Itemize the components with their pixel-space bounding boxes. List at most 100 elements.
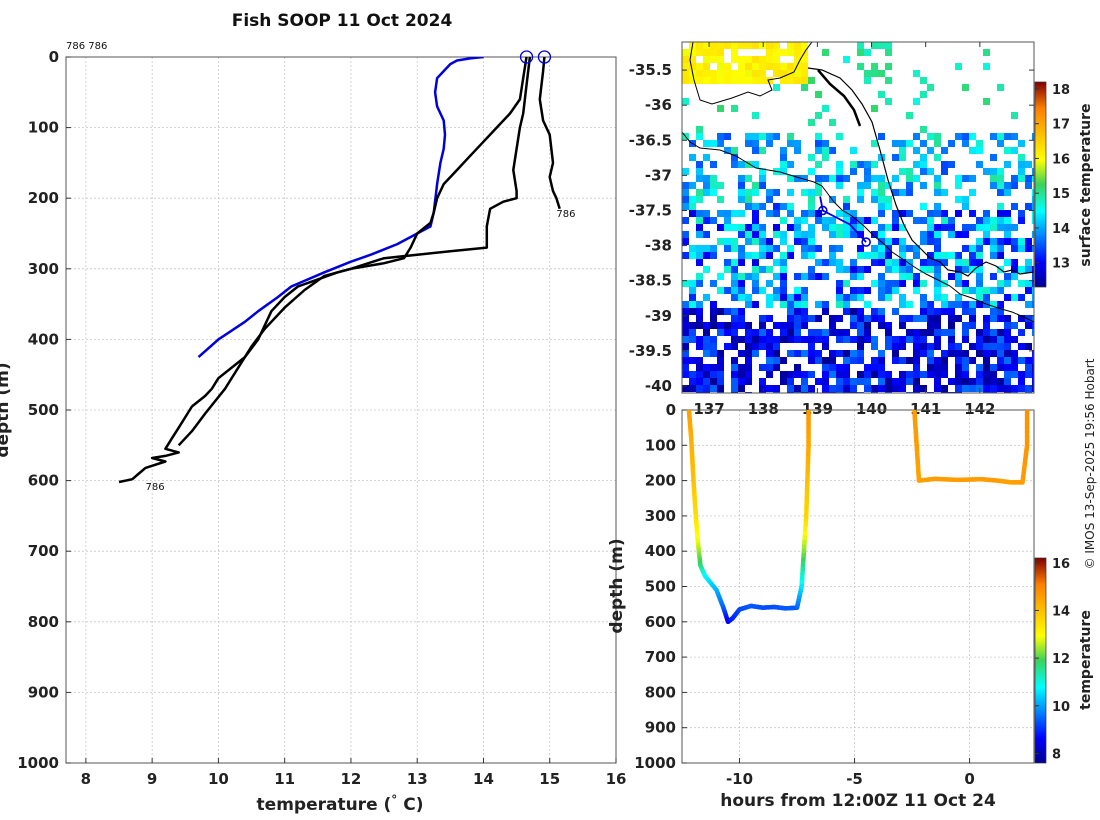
- sst-cell: [976, 161, 983, 168]
- temperature-profile-panel: 8 9 10 11 12 13 14 15 16 0 100 200 300 400 500 600 700 8…: [0, 41, 626, 815]
- map-y-tick-label: -35.5: [629, 61, 672, 79]
- sst-cell: [745, 56, 752, 63]
- sst-cell: [773, 343, 780, 350]
- sst-cell: [927, 357, 934, 364]
- sst-cell: [878, 224, 885, 231]
- map-x-tick-label: 142: [964, 400, 995, 418]
- sst-cell: [885, 98, 892, 105]
- sst-cell: [1018, 245, 1025, 252]
- sst-cell: [780, 259, 787, 266]
- sst-cell: [1032, 322, 1034, 329]
- sst-cell: [766, 357, 773, 364]
- sst-cell: [941, 301, 948, 308]
- sst-cell: [892, 350, 899, 357]
- sst-cell: [899, 154, 906, 161]
- sst-cell: [920, 168, 927, 175]
- sst-cell: [731, 154, 738, 161]
- sst-cell: [731, 245, 738, 252]
- sst-cell: [752, 238, 759, 245]
- sst-cell: [724, 259, 731, 266]
- depth-time-x-label: hours from 12:00Z 11 Oct 24: [720, 791, 996, 811]
- sst-cell: [892, 175, 899, 182]
- sst-cell: [801, 315, 808, 322]
- sst-cell: [759, 252, 766, 259]
- sst-cell: [871, 231, 878, 238]
- sst-cell: [717, 371, 724, 378]
- sst-cell: [990, 301, 997, 308]
- sst-cell: [808, 238, 815, 245]
- sst-cell: [815, 210, 822, 217]
- sst-cell: [843, 301, 850, 308]
- sst-cell: [934, 252, 941, 259]
- sst-colorbar-tick-label: 14: [1052, 222, 1070, 237]
- sst-cell: [1032, 280, 1034, 287]
- sst-cell: [1004, 224, 1011, 231]
- sst-cell: [794, 56, 801, 63]
- temperature-colorbar: [1034, 557, 1047, 764]
- sst-cell: [864, 182, 871, 189]
- sst-cell: [941, 294, 948, 301]
- sst-cell: [850, 161, 857, 168]
- sst-cell: [962, 259, 969, 266]
- sst-cell: [857, 336, 864, 343]
- sst-cell: [920, 301, 927, 308]
- sst-cell: [829, 259, 836, 266]
- profile-x-label-unit: C): [397, 795, 423, 815]
- sst-cell: [822, 49, 829, 56]
- sst-cell: [780, 231, 787, 238]
- sst-cell: [808, 77, 815, 84]
- sst-cell: [766, 196, 773, 203]
- sst-cell: [689, 210, 696, 217]
- sst-cell: [976, 371, 983, 378]
- sst-cell: [899, 147, 906, 154]
- sst-cell: [1032, 175, 1034, 182]
- profile-annotations: 786 786 786 786: [66, 41, 575, 493]
- sst-cell: [864, 371, 871, 378]
- sst-cell: [878, 189, 885, 196]
- sst-cell: [934, 266, 941, 273]
- sst-cell: [990, 154, 997, 161]
- sst-cell: [955, 182, 962, 189]
- sst-cell: [731, 70, 738, 77]
- sst-cell: [997, 175, 1004, 182]
- sst-cell: [948, 378, 955, 385]
- sst-cell: [843, 357, 850, 364]
- sst-cell: [927, 133, 934, 140]
- sst-cell: [1004, 350, 1011, 357]
- sst-cell: [766, 245, 773, 252]
- sst-cell: [682, 329, 689, 336]
- sst-cell: [934, 378, 941, 385]
- sst-cell: [759, 378, 766, 385]
- sst-cell: [983, 217, 990, 224]
- sst-cell: [745, 378, 752, 385]
- sst-cell: [696, 322, 703, 329]
- sst-cell: [724, 329, 731, 336]
- sst-cell: [1032, 287, 1034, 294]
- sst-cell: [864, 175, 871, 182]
- sst-cell: [703, 294, 710, 301]
- sst-cell: [899, 259, 906, 266]
- ship-track-line: [819, 196, 867, 243]
- sst-cell: [780, 322, 787, 329]
- sst-cell: [787, 203, 794, 210]
- sst-cell: [1025, 161, 1032, 168]
- sst-cell: [717, 77, 724, 84]
- sst-cell: [1011, 364, 1018, 371]
- sst-cell: [1011, 273, 1018, 280]
- sst-cell: [997, 168, 1004, 175]
- sst-cell: [997, 238, 1004, 245]
- sst-cell: [822, 147, 829, 154]
- sst-cell: [815, 189, 822, 196]
- sst-cell: [794, 294, 801, 301]
- sst-colorbar-tick-label: 17: [1052, 118, 1070, 133]
- sst-cell: [899, 252, 906, 259]
- sst-cell: [696, 224, 703, 231]
- sst-cell: [745, 189, 752, 196]
- sst-cell: [920, 161, 927, 168]
- sst-cell: [899, 168, 906, 175]
- sst-cell: [857, 266, 864, 273]
- sst-cell: [857, 357, 864, 364]
- sst-cell: [780, 336, 787, 343]
- profile-y-tick-label: 300: [28, 260, 59, 278]
- sst-cell: [913, 364, 920, 371]
